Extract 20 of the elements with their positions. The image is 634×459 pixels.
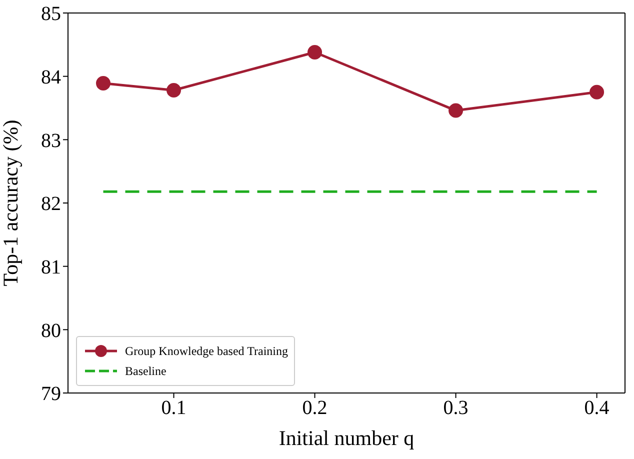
y-tick-label: 82 bbox=[41, 193, 61, 216]
point bbox=[166, 83, 182, 98]
x-axis-title: Initial number q bbox=[278, 426, 415, 450]
point bbox=[308, 45, 322, 60]
legend-label: Baseline bbox=[125, 364, 166, 378]
y-tick-label: 79 bbox=[41, 383, 61, 406]
point bbox=[96, 76, 111, 91]
x-tick-label: 0.1 bbox=[161, 397, 186, 420]
x-tick-label: 0.4 bbox=[584, 397, 610, 420]
point bbox=[590, 84, 604, 100]
y-tick-label: 81 bbox=[41, 256, 61, 278]
y-tick-label: 84 bbox=[41, 66, 61, 88]
x-tick-label: 0.3 bbox=[443, 397, 468, 420]
legend-label: Group Knowledge based Training bbox=[125, 344, 288, 358]
y-axis-title: Top-1 accuracy (%) bbox=[0, 120, 22, 286]
x-tick-label: 0.2 bbox=[302, 397, 328, 420]
y-tick-label: 85 bbox=[41, 3, 61, 26]
point bbox=[448, 103, 464, 118]
y-tick-label: 83 bbox=[41, 130, 61, 152]
y-tick-label: 80 bbox=[41, 320, 61, 342]
